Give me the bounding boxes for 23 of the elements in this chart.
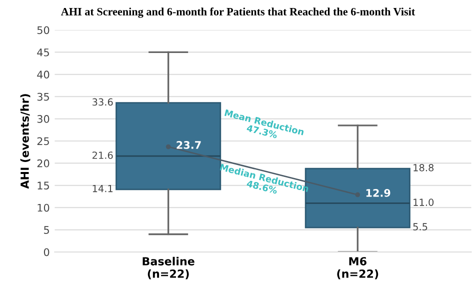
y-tick-label: 25 bbox=[37, 137, 49, 146]
y-tick-label: 35 bbox=[37, 92, 49, 101]
data-label: 23.7 bbox=[176, 141, 201, 149]
y-tick-label: 40 bbox=[37, 70, 50, 79]
data-label: 12.9 bbox=[366, 188, 390, 197]
y-tick-label: 20 bbox=[37, 159, 50, 168]
y-tick-label: 10 bbox=[38, 204, 50, 212]
x-tick-label: M6 (n=22) bbox=[337, 257, 378, 280]
chart-title: AHI at Screening and 6-month for Patients that Reached the 6-month Visit bbox=[61, 8, 416, 18]
y-tick-label: 0 bbox=[44, 248, 50, 256]
y-axis-title: AHI (events/hr) bbox=[20, 94, 30, 189]
y-tick-label: 45 bbox=[37, 48, 49, 56]
y-tick-label: 30 bbox=[37, 115, 50, 123]
annotation: 5.5 bbox=[413, 223, 428, 230]
x-tick-label: Baseline (n=22) bbox=[142, 256, 194, 280]
annotation: 18.8 bbox=[414, 164, 434, 172]
y-tick-label: 15 bbox=[38, 182, 49, 190]
annotation: 14.1 bbox=[92, 184, 113, 192]
y-tick-label: 50 bbox=[37, 26, 50, 34]
annotation: 21.6 bbox=[92, 152, 113, 159]
annotation: 33.6 bbox=[92, 98, 113, 106]
y-tick-label: 5 bbox=[44, 226, 49, 234]
annotation: 11.0 bbox=[414, 198, 434, 206]
